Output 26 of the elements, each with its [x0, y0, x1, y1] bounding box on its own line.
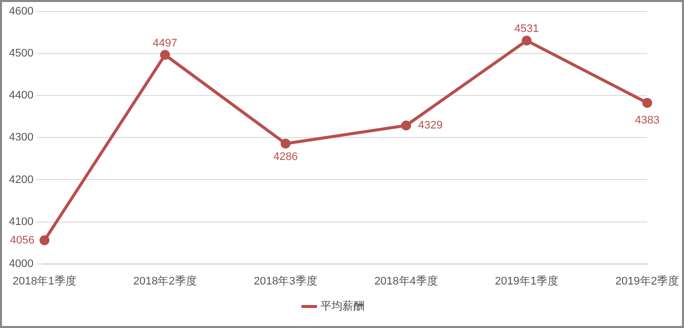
y-tick-label: 4100 [8, 216, 34, 228]
x-tick-label: 2019年1季度 [494, 274, 558, 288]
y-tick-label: 4600 [8, 6, 34, 18]
data-label: 4531 [514, 23, 539, 36]
y-tick-label: 4400 [8, 90, 34, 102]
point [522, 36, 532, 46]
y-tick-label: 4300 [8, 132, 34, 144]
point [280, 138, 291, 149]
x-tick-label: 2018年2季度 [133, 274, 197, 288]
data-label: 4329 [418, 120, 443, 132]
data-label: 4497 [152, 37, 178, 50]
y-tick-label: 4500 [8, 48, 34, 60]
data-label: 4286 [273, 151, 298, 164]
x-tick-label: 2018年4季度 [374, 274, 438, 288]
x-tick-label: 2019年2季度 [615, 274, 680, 288]
legend-label: 平均薪酬 [320, 300, 364, 313]
point [401, 120, 412, 131]
x-tick-label: 2018年3季度 [254, 274, 318, 288]
data-label: 4383 [634, 114, 660, 126]
y-tick-label: 4000 [8, 258, 34, 270]
x-tick-label: 2018年1季度 [12, 274, 76, 288]
point [642, 98, 652, 108]
data-label: 4056 [10, 234, 34, 246]
point [39, 235, 50, 246]
y-tick-label: 4200 [8, 174, 34, 186]
point [160, 50, 170, 60]
